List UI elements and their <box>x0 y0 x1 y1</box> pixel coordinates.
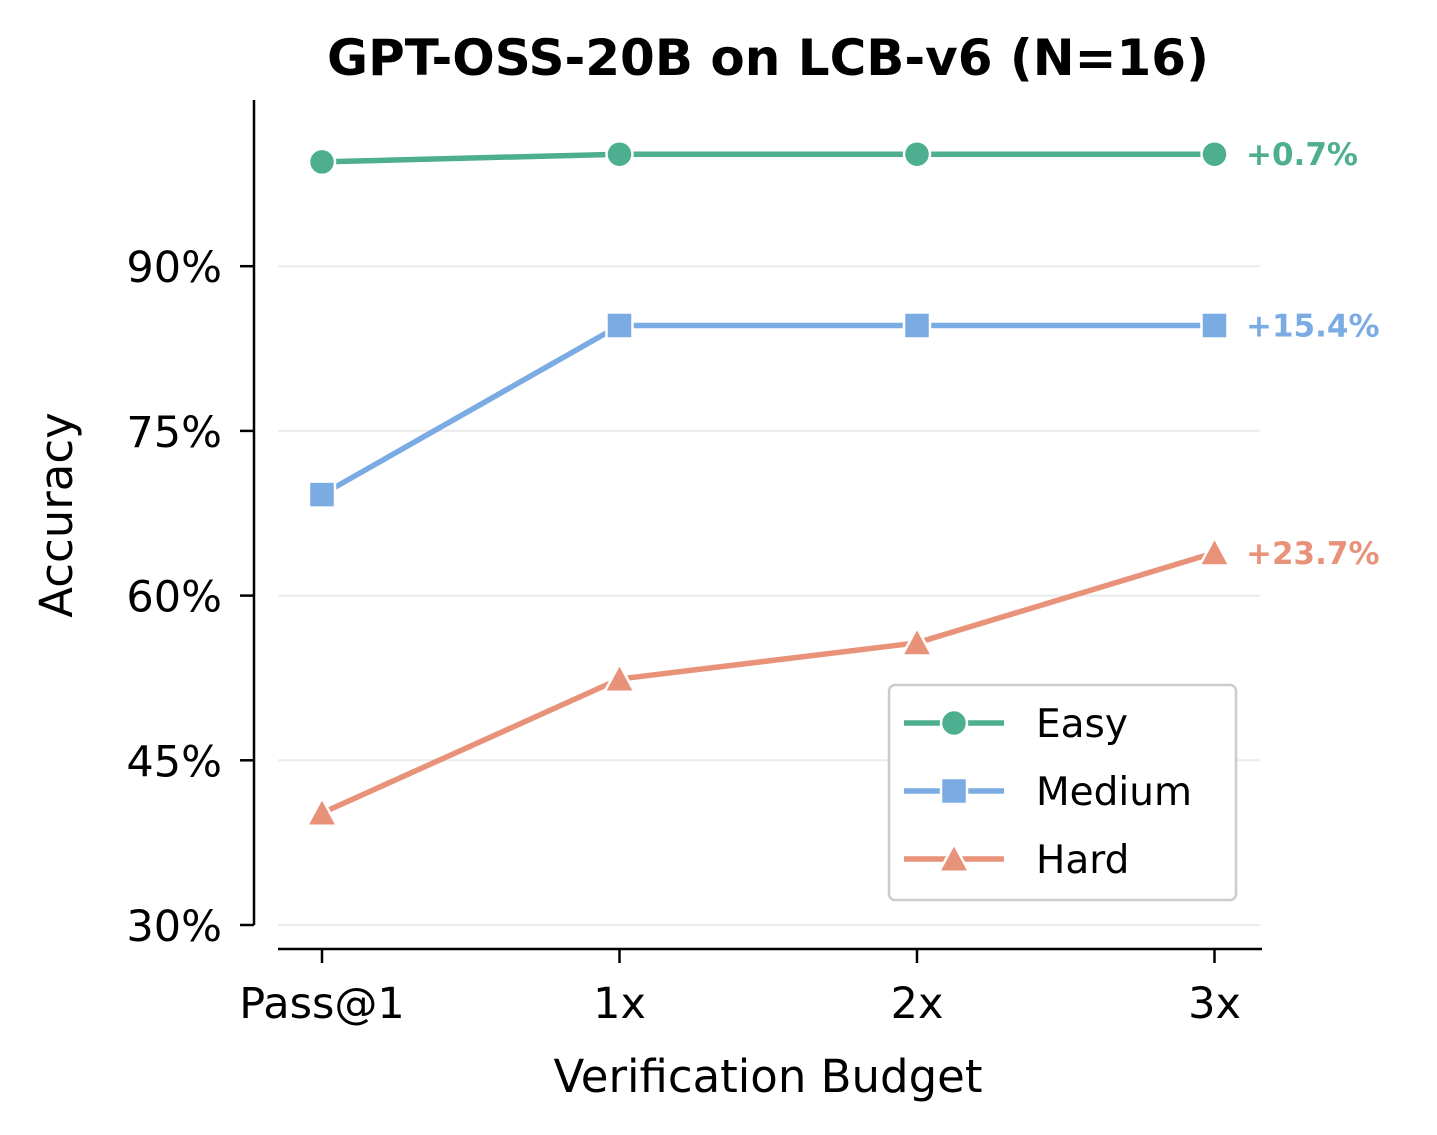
hard-gain-label: +23.7% <box>1246 536 1380 572</box>
chart-title: GPT-OSS-20B on LCB-v6 (N=16) <box>327 29 1209 87</box>
medium-gain-label: +15.4% <box>1246 308 1380 344</box>
easy-point <box>605 139 634 169</box>
medium-point <box>605 311 634 340</box>
y-tick-label: 45% <box>126 737 222 787</box>
y-tick-label: 60% <box>126 573 222 623</box>
medium-point <box>307 480 337 509</box>
legend-easy-marker <box>939 708 969 738</box>
legend-hard-label: Hard <box>1036 838 1129 883</box>
easy-gain-label: +0.7% <box>1246 137 1358 173</box>
x-axis-label: Verification Budget <box>554 1050 983 1103</box>
hard-series-line <box>320 550 1216 816</box>
hard-point <box>1198 536 1231 567</box>
y-axis-label: Accuracy <box>30 412 83 617</box>
x-tick-label: 3x <box>1188 979 1241 1029</box>
axes: 30% 45% 60% 75% 90% Pass@1 1x 2x 3x <box>126 100 1262 1029</box>
hard-point <box>305 796 339 827</box>
easy-point <box>902 139 932 169</box>
legend-hard-marker <box>937 842 971 873</box>
x-tick-label: 1x <box>593 979 646 1029</box>
legend-medium-label: Medium <box>1036 770 1192 815</box>
y-tick-label: 90% <box>126 243 222 293</box>
legend-easy-label: Easy <box>1036 702 1128 747</box>
hard-point <box>900 626 934 657</box>
legend-medium-marker <box>939 776 969 806</box>
medium-point <box>1200 311 1229 340</box>
legend-box <box>887 683 1238 902</box>
easy-point <box>1200 139 1229 169</box>
hard-point <box>603 662 636 694</box>
easy-series-line <box>321 151 1215 165</box>
medium-series-line <box>320 322 1215 497</box>
x-tick-label: 2x <box>891 979 944 1029</box>
y-tick-label: 75% <box>126 408 222 458</box>
legend: Easy Medium Hard <box>887 683 1238 902</box>
series-group: +0.7% +15.4% +23.7% <box>305 137 1380 827</box>
x-tick-label: Pass@1 <box>239 979 405 1029</box>
easy-point <box>307 147 337 177</box>
medium-point <box>902 311 932 340</box>
y-tick-label: 30% <box>126 902 222 952</box>
